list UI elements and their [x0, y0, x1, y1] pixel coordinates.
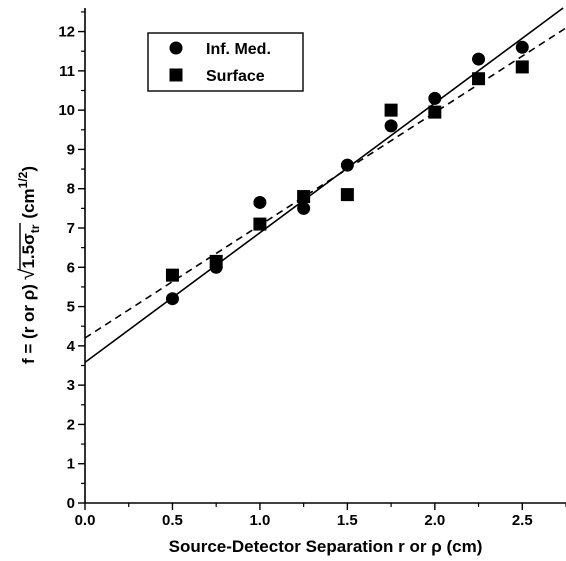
legend-label: Surface [206, 68, 265, 85]
y-tick-label: 6 [67, 259, 75, 276]
fit-line-solid [84, 7, 564, 363]
surface-point [384, 103, 398, 117]
y-axis-title-unit-open: (cm [19, 188, 38, 218]
legend-marker-circle [169, 41, 183, 55]
y-tick-label: 7 [67, 220, 75, 237]
y-tick-label: 12 [58, 24, 75, 41]
y-axis-title-radicand: 1.5σ [19, 233, 38, 269]
x-tick-label: 2.5 [512, 512, 533, 529]
surface-point [428, 105, 442, 119]
inf-med-point [165, 292, 179, 306]
y-axis-title: f = (r or ρ)√1.5σtr(cm1/2) [16, 166, 42, 364]
surface-point [297, 190, 311, 204]
inf-med-point [384, 119, 398, 133]
y-tick-label: 5 [67, 299, 75, 316]
y-tick-label: 1 [67, 456, 75, 473]
x-tick-label: 2.0 [424, 512, 445, 529]
inf-med-point [253, 195, 267, 209]
y-tick-label: 4 [67, 338, 76, 355]
legend-label: Inf. Med. [206, 41, 271, 58]
x-tick-label: 0.0 [75, 512, 96, 529]
y-axis-title-prefix: f = (r or ρ) [19, 284, 38, 364]
inf-med-point [340, 158, 354, 172]
y-tick-label: 2 [67, 416, 75, 433]
y-axis-title-unit-close: ) [19, 166, 38, 172]
inf-med-point [472, 52, 486, 66]
inf-med-point [297, 201, 311, 215]
y-tick-label: 8 [67, 181, 75, 198]
plot-area [84, 7, 566, 363]
y-tick-label: 10 [58, 102, 75, 119]
legend: Inf. Med. Surface [147, 32, 304, 92]
surface-point [253, 217, 267, 231]
y-axis-title-radicand-sub: tr [28, 224, 42, 233]
y-tick-label: 3 [67, 377, 75, 394]
surface-point [209, 254, 223, 268]
inf-med-point [515, 40, 529, 54]
surface-point [165, 268, 179, 282]
legend-marker-square [169, 68, 183, 82]
surface-point [515, 60, 529, 74]
y-tick-label: 9 [67, 141, 75, 158]
x-tick-label: 1.0 [249, 512, 270, 529]
y-tick-label: 0 [67, 495, 75, 512]
svg-text:f = (r or ρ)√1.5σtr(cm1/2): f = (r or ρ)√1.5σtr(cm1/2) [16, 166, 42, 364]
surface-point [340, 188, 354, 202]
surface-point [472, 72, 486, 86]
x-tick-label: 1.5 [337, 512, 358, 529]
y-tick-label: 11 [59, 63, 75, 80]
inf-med-point [428, 91, 442, 105]
x-axis-title: Source-Detector Separation r or ρ (cm) [169, 537, 483, 556]
x-tick-label: 0.5 [162, 512, 183, 529]
y-axis-title-unit-sup: 1/2 [16, 171, 30, 188]
